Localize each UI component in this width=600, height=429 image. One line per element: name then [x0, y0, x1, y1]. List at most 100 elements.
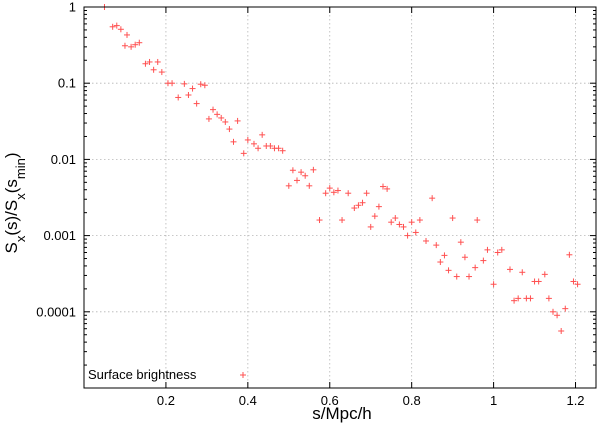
- data-point: [128, 43, 135, 50]
- data-point: [371, 213, 378, 220]
- x-tick-label: 0.2: [157, 393, 175, 408]
- y-tick-label: 0.0001: [36, 304, 76, 319]
- y-tick-label: 0.1: [58, 76, 76, 91]
- x-tick-label: 0.8: [403, 393, 421, 408]
- y-tick-label: 0.01: [51, 152, 76, 167]
- data-point: [142, 60, 149, 67]
- data-point: [201, 82, 208, 89]
- data-point: [412, 229, 419, 236]
- legend-label-surface-brightness: Surface brightness: [88, 367, 197, 382]
- data-point: [429, 195, 436, 202]
- data-point: [132, 41, 139, 48]
- data-point: [437, 259, 444, 266]
- data-point: [285, 182, 292, 189]
- data-point: [519, 269, 526, 276]
- data-point: [267, 142, 274, 149]
- data-point: [449, 215, 456, 222]
- data-point: [339, 217, 346, 224]
- data-point: [218, 114, 225, 121]
- data-point: [289, 167, 296, 174]
- data-point: [293, 177, 300, 184]
- data-point: [351, 205, 358, 212]
- data-point: [506, 266, 513, 273]
- data-point: [474, 217, 481, 224]
- data-point: [549, 308, 556, 315]
- x-axis-title: s/Mpc/h: [312, 404, 372, 423]
- data-point: [535, 278, 542, 285]
- data-point: [423, 237, 430, 244]
- data-point: [181, 80, 188, 87]
- data-point: [441, 252, 448, 259]
- data-point: [302, 172, 309, 179]
- data-point: [230, 138, 237, 145]
- data-point: [359, 199, 366, 206]
- data-point: [250, 140, 257, 147]
- data-point: [193, 100, 200, 107]
- data-point: [380, 183, 387, 190]
- data-point: [121, 42, 128, 49]
- data-point: [490, 281, 497, 288]
- data-point: [255, 145, 262, 152]
- data-point: [461, 254, 468, 261]
- data-point: [355, 202, 362, 209]
- data-point: [545, 295, 552, 302]
- data-point: [472, 264, 479, 271]
- data-point: [175, 94, 182, 101]
- data-point: [404, 232, 411, 239]
- x-tick-label: 0.6: [321, 393, 339, 408]
- data-point: [117, 26, 124, 33]
- data-point: [566, 251, 573, 258]
- data-point: [554, 312, 561, 319]
- y-tick-label: 1: [69, 0, 76, 15]
- data-point: [498, 246, 505, 253]
- data-point: [306, 182, 313, 189]
- data-point: [400, 223, 407, 230]
- data-point: [322, 190, 329, 197]
- data-point: [197, 81, 204, 88]
- data-point: [416, 217, 423, 224]
- data-point: [527, 295, 534, 302]
- data-point: [240, 150, 247, 157]
- data-point: [146, 58, 153, 65]
- x-tick-label: 1: [490, 393, 497, 408]
- x-tick-labels: 0.2 0.4 0.6 0.8 1 1.2: [157, 393, 585, 408]
- data-point: [396, 221, 403, 228]
- data-point: [558, 327, 565, 334]
- data-point: [570, 278, 577, 285]
- x-tick-label: 1.2: [566, 393, 584, 408]
- data-point: [124, 31, 131, 38]
- data-point: [185, 92, 192, 99]
- data-point: [222, 118, 229, 125]
- data-point: [310, 166, 317, 173]
- y-tick-labels: 1 0.1 0.01 0.001 0.0001: [36, 0, 76, 319]
- data-point: [388, 219, 395, 226]
- data-point: [189, 85, 196, 92]
- y-axis-title: Sx(s)/Sx(smin): [2, 152, 28, 253]
- x-tick-label: 0.4: [239, 393, 257, 408]
- data-point: [169, 80, 176, 87]
- legend-marker: [240, 372, 246, 378]
- data-point: [466, 273, 473, 280]
- y-tick-label: 0.001: [43, 228, 76, 243]
- data-point: [226, 126, 233, 133]
- data-point: [210, 106, 217, 113]
- data-point: [154, 58, 161, 65]
- data-point: [392, 215, 399, 222]
- data-point: [445, 267, 452, 274]
- data-point: [433, 242, 440, 249]
- data-point: [109, 23, 116, 30]
- data-point: [244, 136, 251, 143]
- data-point: [113, 22, 120, 29]
- data-point: [367, 223, 374, 230]
- data-point: [494, 249, 501, 256]
- legend: Surface brightness: [88, 367, 246, 382]
- data-point: [480, 257, 487, 264]
- data-point: [330, 189, 337, 196]
- data-point: [562, 305, 569, 312]
- data-point: [316, 217, 323, 224]
- data-point: [326, 185, 333, 192]
- axis-ticks: [84, 6, 596, 389]
- data-point: [375, 203, 382, 210]
- data-point: [511, 297, 518, 304]
